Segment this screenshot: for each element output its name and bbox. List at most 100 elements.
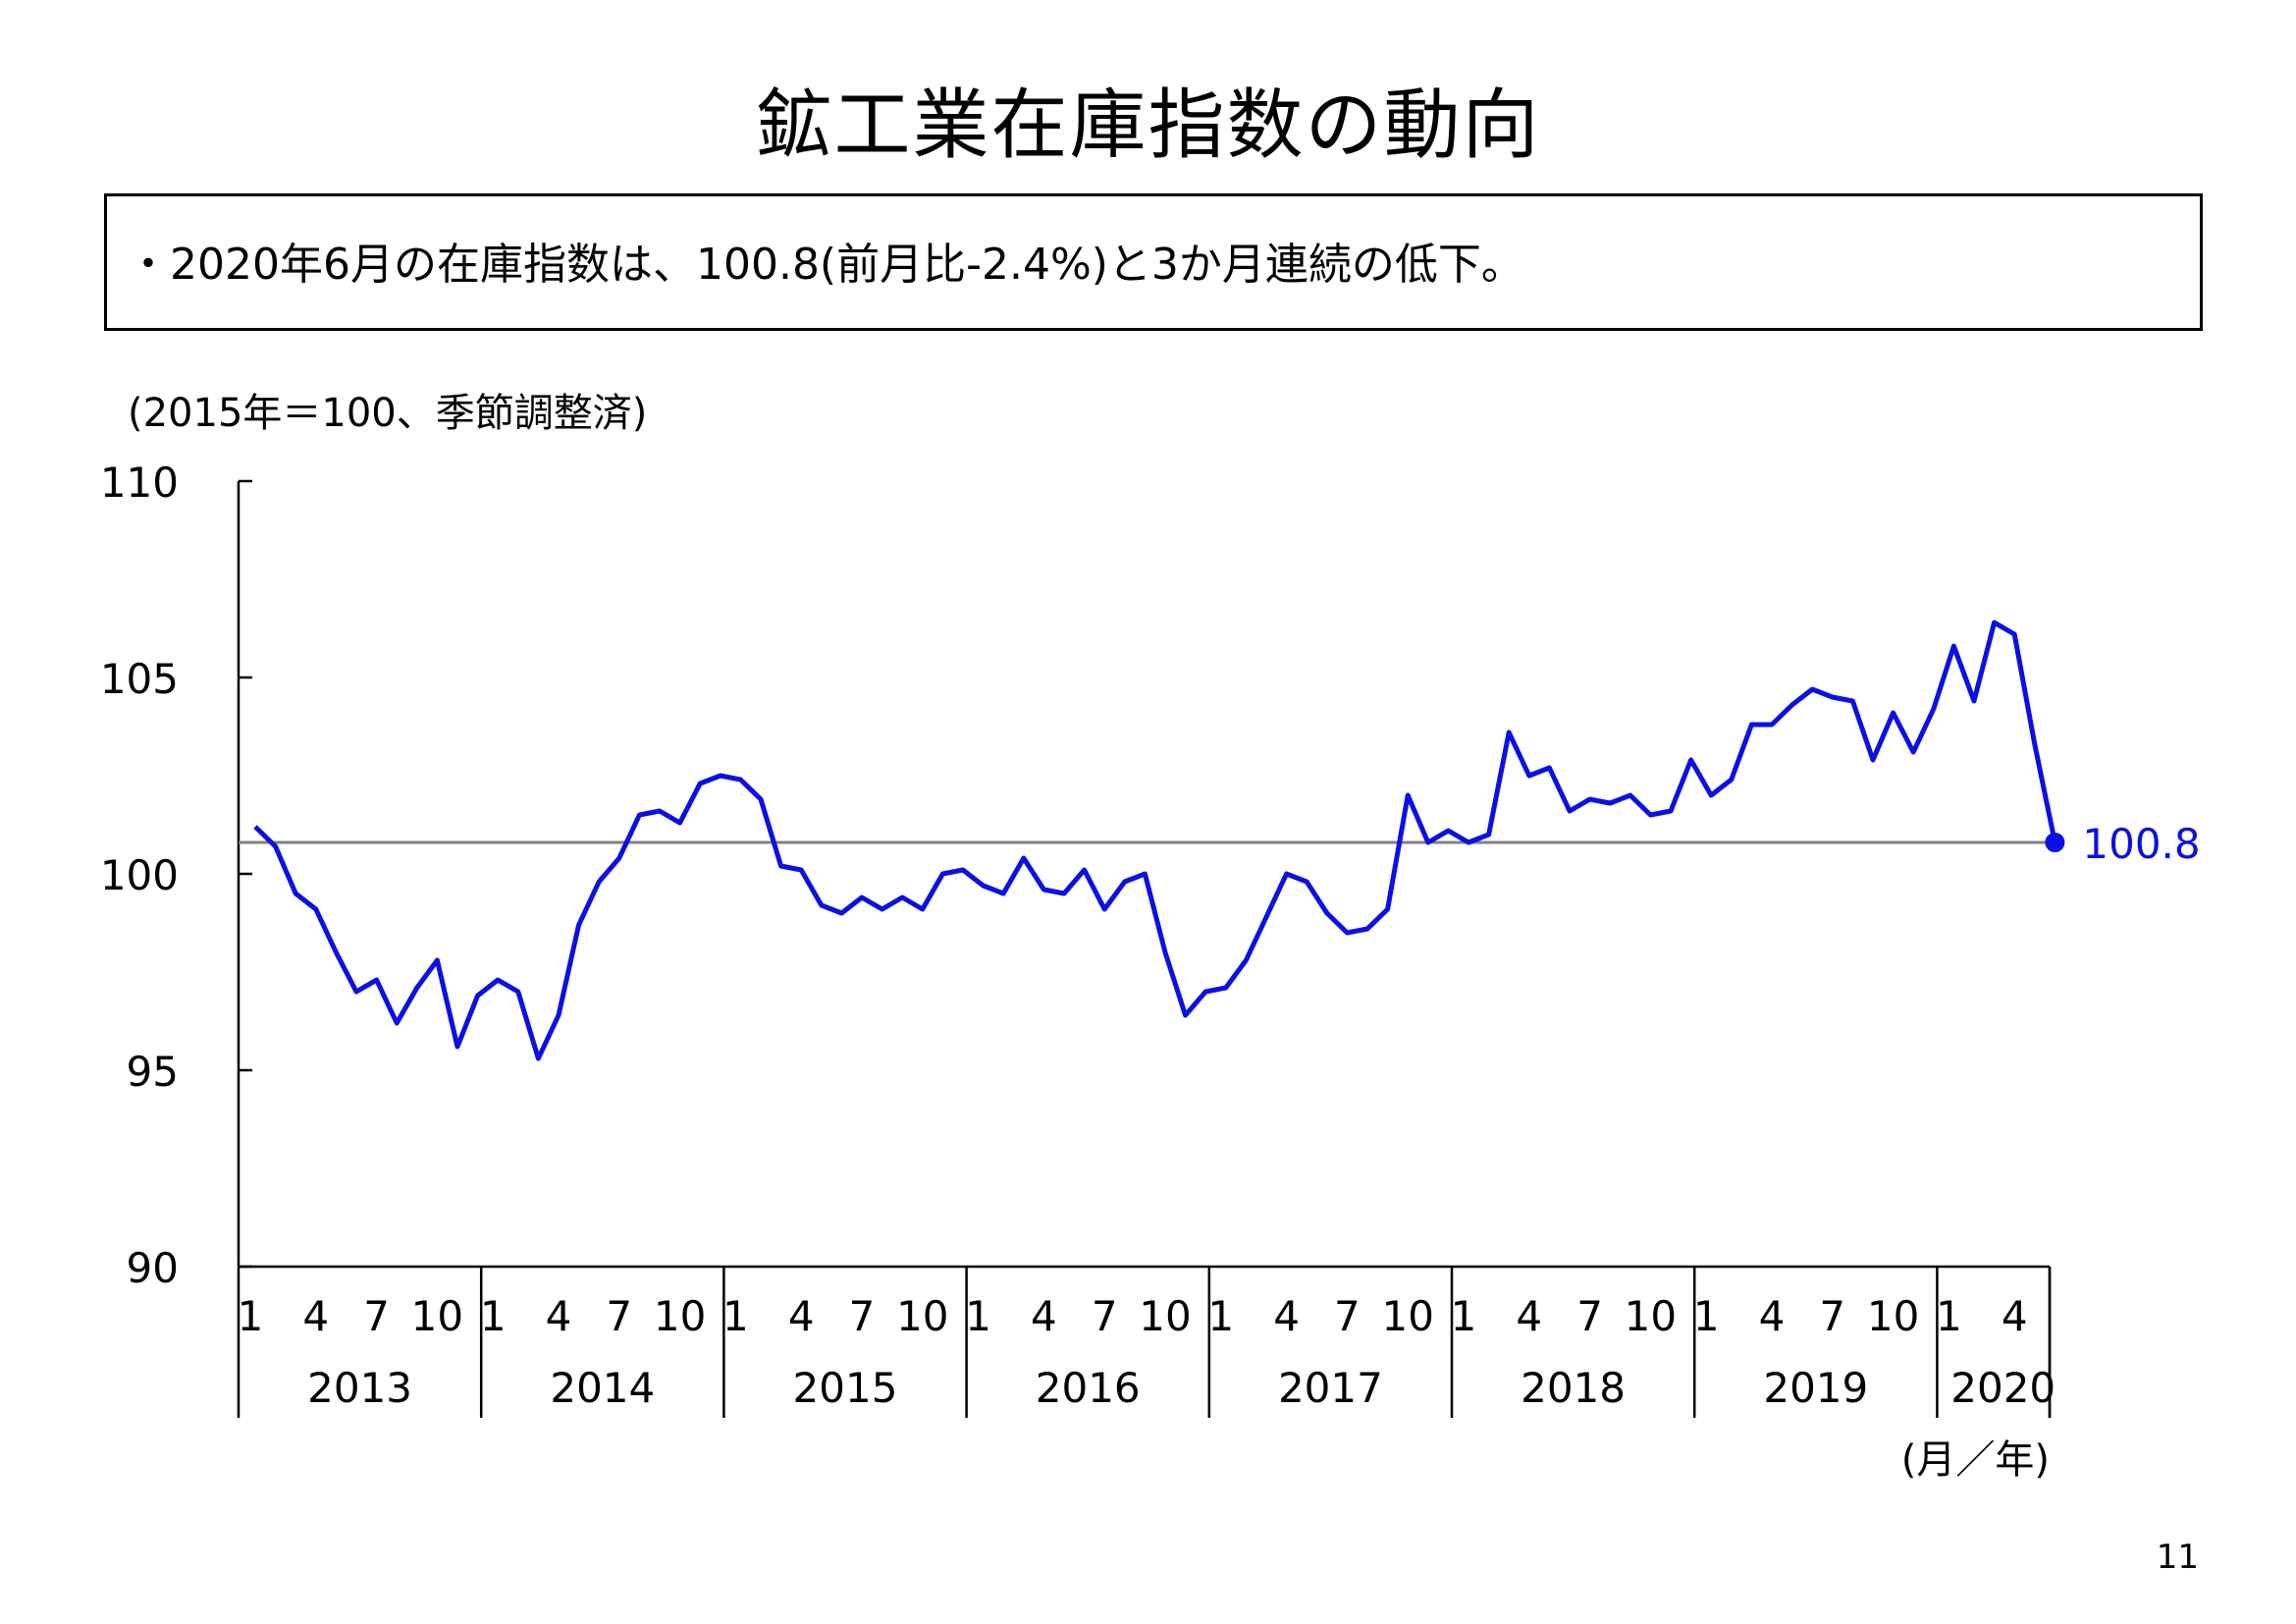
data-point [1729, 778, 1734, 783]
data-point [1992, 621, 1997, 625]
summary-text: ・2020年6月の在庫指数は、100.8(前月比-2.4%)と3か月連続の低下。 [127, 240, 1524, 290]
data-point [313, 907, 318, 912]
month-tick-label: 10 [896, 1292, 948, 1340]
month-tick-label: 4 [1273, 1292, 1300, 1340]
data-point [1143, 872, 1148, 877]
data-point [1305, 880, 1309, 885]
last-value-marker [2045, 833, 2065, 852]
data-point [334, 950, 339, 955]
data-point [576, 923, 581, 928]
data-point [1507, 731, 1512, 735]
page-title: 鉱工業在庫指数の動向 [755, 81, 1541, 170]
data-point [455, 1045, 460, 1050]
year-label: 2018 [1521, 1364, 1626, 1412]
month-tick-label: 1 [480, 1292, 507, 1340]
unit-note: (2015年＝100、季節調整済) [128, 391, 647, 436]
month-tick-label: 4 [1516, 1292, 1542, 1340]
month-tick-label: 7 [363, 1292, 390, 1340]
y-tick-label: 105 [100, 655, 179, 703]
y-tick-label: 110 [100, 459, 179, 507]
month-tick-label: 1 [1451, 1292, 1477, 1340]
data-point [940, 872, 945, 877]
data-point [981, 884, 986, 889]
data-point [435, 958, 440, 963]
year-label: 2017 [1278, 1364, 1383, 1412]
month-tick-label: 4 [302, 1292, 329, 1340]
data-point [920, 907, 925, 912]
data-point [1587, 797, 1592, 802]
data-point [1001, 892, 1006, 896]
data-point [1547, 766, 1552, 771]
month-tick-label: 1 [1693, 1292, 1720, 1340]
data-point [2012, 632, 2017, 637]
data-point [778, 864, 783, 869]
year-label: 2016 [1036, 1364, 1141, 1412]
data-point [2032, 742, 2037, 747]
year-label: 2020 [1950, 1364, 2056, 1412]
data-point [557, 1013, 561, 1018]
data-point [496, 978, 501, 983]
month-tick-label: 7 [1334, 1292, 1361, 1340]
data-point [475, 994, 480, 999]
summary-box: ・2020年6月の在庫指数は、100.8(前月比-2.4%)と3か月連続の低下。 [104, 193, 2203, 331]
data-point [759, 797, 764, 802]
data-point [515, 990, 520, 995]
data-point [1385, 907, 1390, 912]
data-point [1628, 793, 1632, 798]
data-point [1345, 931, 1350, 936]
data-point [1830, 695, 1835, 700]
data-point [839, 911, 844, 916]
data-point [1486, 833, 1491, 838]
data-point [900, 895, 905, 900]
data-point [354, 990, 359, 995]
data-point [1122, 880, 1127, 885]
year-label: 2014 [550, 1364, 655, 1412]
data-point [1102, 907, 1107, 912]
month-tick-label: 7 [606, 1292, 632, 1340]
series-points [253, 621, 2057, 1061]
data-point [1446, 829, 1451, 834]
data-point [658, 809, 663, 814]
month-tick-label: 10 [1381, 1292, 1433, 1340]
data-point [637, 813, 642, 818]
data-point [961, 868, 966, 873]
month-tick-label: 7 [849, 1292, 876, 1340]
data-point [860, 895, 865, 900]
year-label: 2019 [1763, 1364, 1868, 1412]
data-point [819, 903, 824, 908]
last-value-label: 100.8 [2082, 820, 2200, 868]
data-point [1749, 723, 1754, 728]
data-point [1871, 758, 1876, 763]
month-tick-label: 10 [1139, 1292, 1191, 1340]
month-tick-label: 4 [788, 1292, 815, 1340]
month-tick-label: 7 [1576, 1292, 1603, 1340]
data-point [1425, 840, 1430, 845]
month-tick-label: 1 [722, 1292, 749, 1340]
month-tick-label: 10 [1625, 1292, 1677, 1340]
data-point [1648, 813, 1653, 818]
data-point [718, 774, 722, 779]
y-tick-label: 90 [127, 1244, 179, 1292]
data-point [294, 892, 298, 896]
page-number: 11 [2156, 1538, 2199, 1577]
data-point [536, 1056, 541, 1061]
data-point [597, 880, 602, 885]
data-point [616, 856, 621, 861]
month-tick-label: 1 [1936, 1292, 1962, 1340]
data-point [1951, 644, 1956, 649]
data-point [1082, 868, 1087, 873]
data-point [1062, 892, 1067, 896]
data-point [1526, 774, 1531, 779]
data-point [414, 986, 419, 991]
series-line [253, 620, 2057, 1061]
data-point [698, 782, 703, 786]
month-tick-label: 1 [238, 1292, 264, 1340]
data-point [880, 907, 884, 912]
data-point [1264, 915, 1269, 920]
data-point [1324, 911, 1329, 916]
data-point [1911, 750, 1916, 755]
data-point [1568, 809, 1573, 814]
month-tick-label: 7 [1092, 1292, 1118, 1340]
